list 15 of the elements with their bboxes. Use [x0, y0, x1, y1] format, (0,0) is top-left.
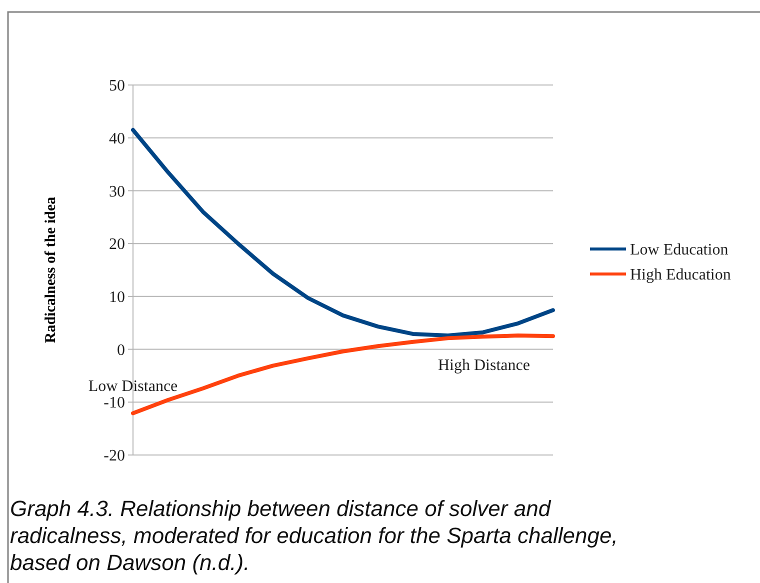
y-tick-label: -20 [104, 448, 125, 465]
y-tick-label: 30 [109, 183, 125, 200]
y-tick-label: 40 [109, 130, 125, 148]
annotation: High Distance [438, 357, 530, 374]
y-axis-title: Radicalness of the idea [43, 196, 59, 344]
text: Graph 4.3. Relationship between distance of solver and radicalness, moderated for education for the Sparta challenge, based on Dawson (n.d.). [10, 496, 618, 575]
y-tick-label: 0 [117, 342, 125, 359]
y-tick-label: 50 [109, 78, 125, 95]
legend-label: Low Education [630, 242, 728, 259]
y-tick-label: 10 [109, 289, 125, 306]
annotation: Low Distance [88, 378, 178, 395]
y-tick-label: -10 [104, 394, 125, 412]
y-tick-label: 20 [109, 236, 125, 254]
line-series [131, 128, 555, 338]
legend-label: High Education [630, 266, 731, 284]
